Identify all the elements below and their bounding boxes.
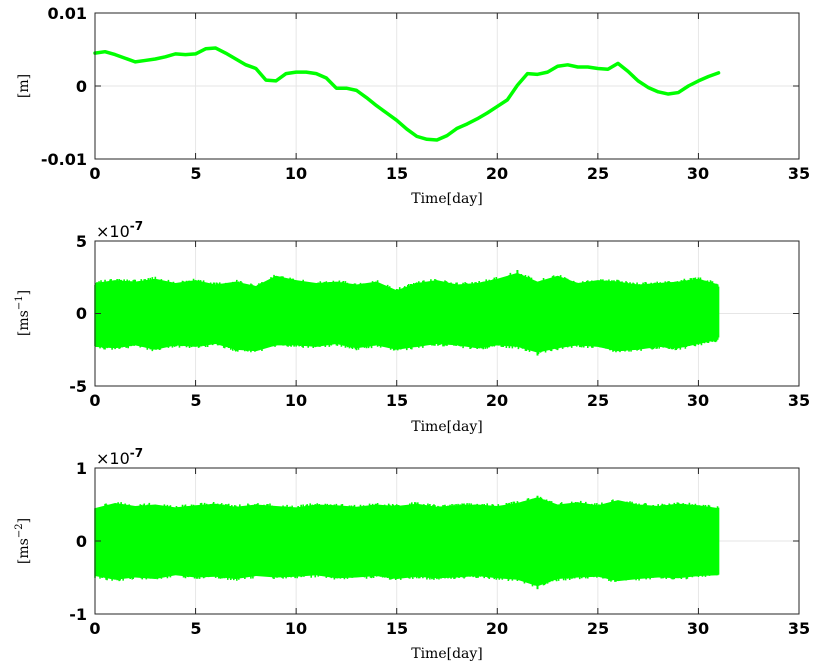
y-tick-label: 5 bbox=[76, 232, 87, 251]
x-tick-label: 30 bbox=[687, 619, 709, 638]
x-axis-label: Time[day] bbox=[411, 646, 483, 662]
x-tick-labels: 0 5 10 15 20 25 30 35 bbox=[89, 391, 810, 410]
panel-position: 0.01 0 -0.01 0 5 10 15 20 25 30 35 Time[… bbox=[16, 4, 810, 207]
x-tick-label: 15 bbox=[386, 391, 408, 410]
grid bbox=[95, 13, 799, 159]
x-tick-label: 25 bbox=[587, 164, 609, 183]
plot-layer bbox=[94, 270, 720, 356]
x-tick-label: 0 bbox=[89, 619, 100, 638]
x-tick-label: 30 bbox=[687, 164, 709, 183]
x-tick-label: 30 bbox=[687, 391, 709, 410]
multiplier-label: ×10-7 bbox=[96, 219, 143, 241]
x-tick-label: 10 bbox=[285, 619, 307, 638]
series-line bbox=[93, 46, 721, 142]
x-tick-label: 5 bbox=[190, 164, 201, 183]
x-tick-label: 15 bbox=[386, 164, 408, 183]
y-axis-label: [ms−2] bbox=[14, 518, 32, 564]
panel-velocity: 5 0 -5 0 5 10 15 20 25 30 35 Time[day] [… bbox=[14, 219, 810, 435]
x-tick-label: 0 bbox=[89, 391, 100, 410]
x-axis-label: Time[day] bbox=[411, 191, 483, 207]
ticks bbox=[94, 12, 800, 160]
y-tick-label: -1 bbox=[69, 605, 87, 624]
y-axis-label: [m] bbox=[16, 74, 32, 98]
x-tick-labels: 0 5 10 15 20 25 30 35 bbox=[89, 619, 810, 638]
x-tick-label: 5 bbox=[190, 619, 201, 638]
x-tick-label: 20 bbox=[486, 164, 508, 183]
x-axis-label: Time[day] bbox=[411, 419, 483, 435]
x-tick-label: 15 bbox=[386, 619, 408, 638]
x-tick-label: 0 bbox=[89, 164, 100, 183]
y-tick-label: 0 bbox=[76, 532, 87, 551]
x-tick-label: 25 bbox=[587, 619, 609, 638]
ticks bbox=[94, 240, 800, 387]
y-tick-label: -0.01 bbox=[41, 150, 87, 169]
y-tick-label: -5 bbox=[69, 377, 87, 396]
x-tick-label: 5 bbox=[190, 391, 201, 410]
x-tick-label: 25 bbox=[587, 391, 609, 410]
x-tick-label: 10 bbox=[285, 164, 307, 183]
x-tick-label: 20 bbox=[486, 619, 508, 638]
y-tick-label: 0.01 bbox=[48, 4, 87, 23]
y-tick-label: 1 bbox=[76, 459, 87, 478]
x-tick-label: 35 bbox=[788, 619, 810, 638]
plot-layer bbox=[93, 46, 721, 142]
x-tick-label: 10 bbox=[285, 391, 307, 410]
y-tick-label: 0 bbox=[76, 77, 87, 96]
x-tick-label: 35 bbox=[788, 391, 810, 410]
x-tick-labels: 0 5 10 15 20 25 30 35 bbox=[89, 164, 810, 183]
plot-layer bbox=[94, 495, 720, 590]
series-noise bbox=[94, 496, 720, 587]
y-axis-label: [ms−1] bbox=[14, 290, 32, 336]
ticks bbox=[94, 467, 800, 615]
y-tick-label: 0 bbox=[76, 304, 87, 323]
multiplier-label: ×10-7 bbox=[96, 446, 143, 468]
x-tick-label: 20 bbox=[486, 391, 508, 410]
panel-acceleration: 1 0 -1 0 5 10 15 20 25 30 35 Time[day] [… bbox=[14, 446, 810, 662]
x-tick-label: 35 bbox=[788, 164, 810, 183]
